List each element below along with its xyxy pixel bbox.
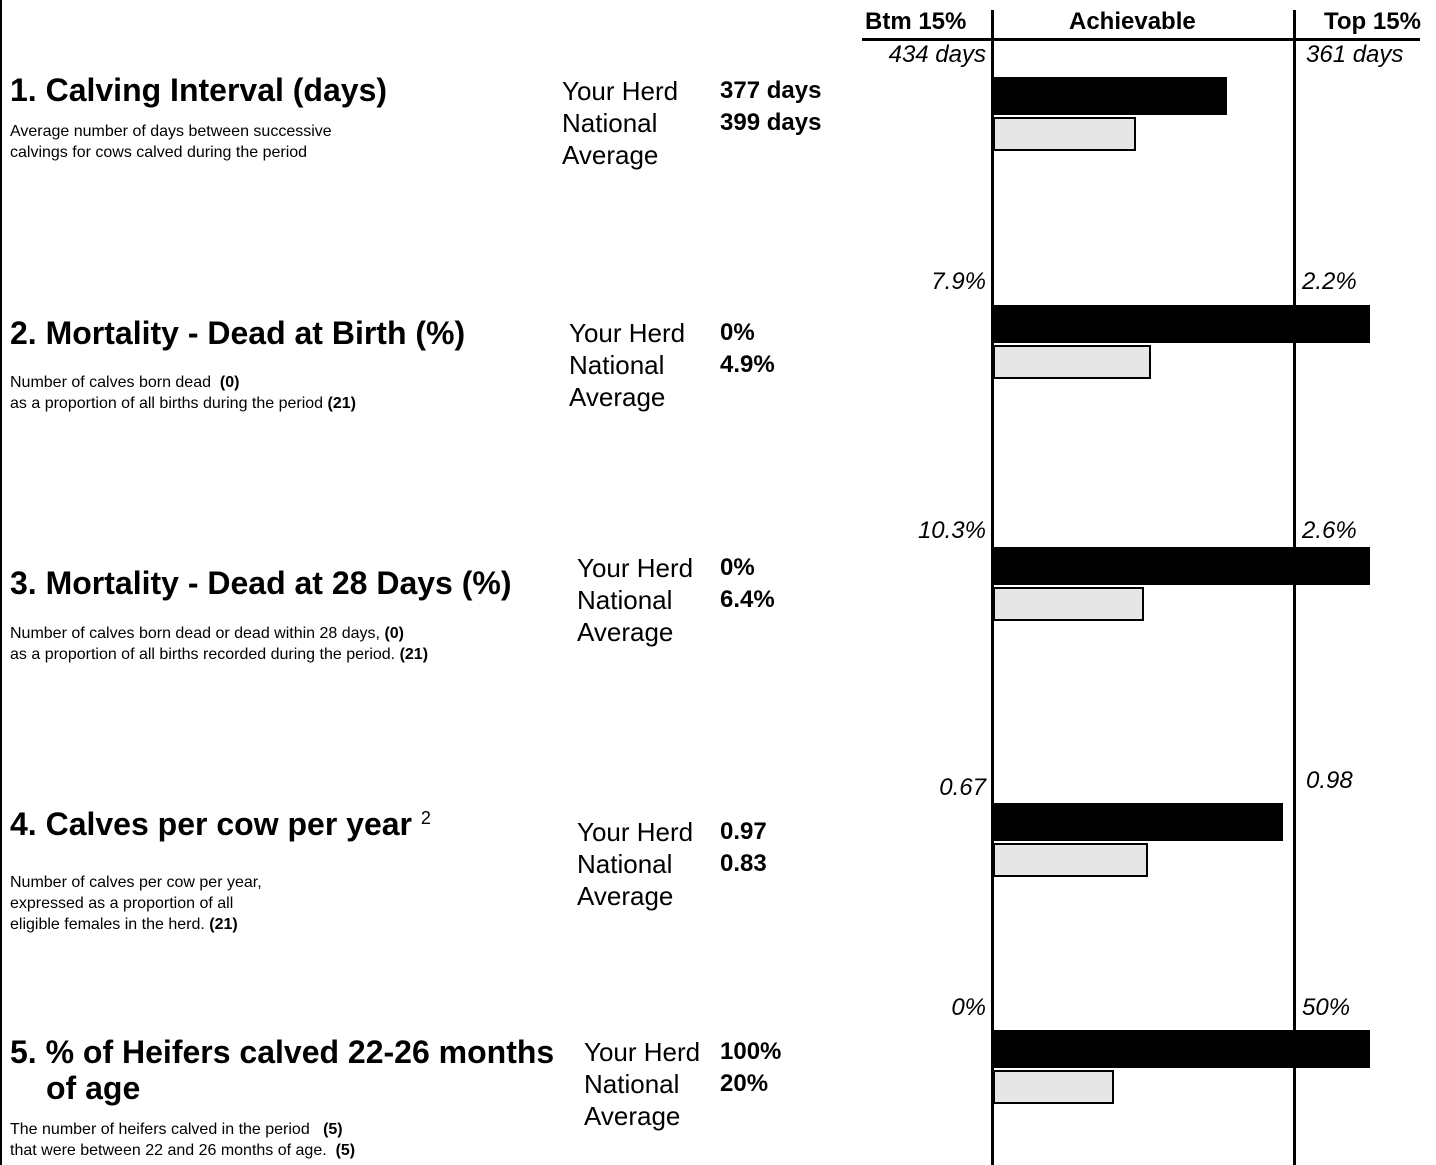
national-label: National — [577, 849, 673, 879]
section-2-btm-benchmark: 7.9% — [931, 268, 986, 295]
section-2-national-bar — [993, 345, 1151, 379]
section-2-herd-bar — [993, 305, 1370, 343]
your-herd-value: 100% — [720, 1038, 782, 1065]
your-herd-label: Your Herd — [584, 1037, 701, 1067]
section-1-title: 1. Calving Interval (days) — [10, 72, 388, 108]
your-herd-label: Your Herd — [577, 817, 694, 847]
section-5-btm-benchmark: 0% — [951, 994, 986, 1021]
average-label: Average — [562, 140, 659, 170]
header-btm-15: Btm 15% — [865, 8, 967, 35]
section-4-values: 0.97 0.83 — [720, 816, 767, 880]
section-3-top-benchmark: 2.6% — [1302, 517, 1357, 544]
your-herd-label: Your Herd — [577, 553, 694, 583]
section-3-title: 3. Mortality - Dead at 28 Days (%) — [10, 565, 512, 601]
national-label: National — [569, 350, 665, 380]
section-4-btm-benchmark: 0.67 — [939, 774, 986, 801]
section-4-labels: Your Herd National Average — [577, 816, 693, 912]
section-3-herd-bar — [993, 547, 1370, 585]
section-2-desc: Number of calves born dead (0) as a prop… — [10, 374, 356, 412]
national-value: 399 days — [720, 109, 822, 136]
section-1-top-benchmark: 361 days — [1306, 41, 1404, 68]
section-4-herd-bar — [993, 803, 1283, 841]
your-herd-label: Your Herd — [562, 76, 679, 106]
section-2-values: 0% 4.9% — [720, 317, 775, 381]
average-label: Average — [584, 1101, 681, 1131]
average-label: Average — [569, 382, 666, 412]
header-achievable: Achievable — [1069, 8, 1196, 35]
section-5-top-benchmark: 50% — [1302, 994, 1351, 1021]
your-herd-value: 377 days — [720, 77, 822, 104]
section-3-values: 0% 6.4% — [720, 552, 775, 616]
header-rule — [862, 38, 1420, 41]
section-4-footnote: 2 — [420, 808, 431, 828]
national-value: 6.4% — [720, 586, 775, 613]
section-4-title: 4. Calves per cow per year 2 — [10, 806, 431, 842]
section-4-desc: Number of calves per cow per year, expre… — [10, 874, 262, 933]
section-5-herd-bar — [993, 1030, 1370, 1068]
btm-15-line — [991, 10, 994, 1165]
national-value: 4.9% — [720, 351, 775, 378]
section-1-btm-benchmark: 434 days — [888, 41, 986, 68]
top-15-line — [1293, 10, 1296, 1165]
section-1-national-bar — [993, 117, 1136, 151]
section-1-herd-bar — [993, 77, 1227, 115]
left-border — [0, 0, 2, 1165]
section-2-top-benchmark: 2.2% — [1302, 268, 1357, 295]
section-3-labels: Your Herd National Average — [577, 552, 693, 648]
header-top-15: Top 15% — [1324, 8, 1421, 35]
your-herd-value: 0% — [720, 319, 755, 346]
national-value: 20% — [720, 1070, 769, 1097]
your-herd-value: 0% — [720, 554, 755, 581]
your-herd-value: 0.97 — [720, 818, 767, 845]
section-3-desc: Number of calves born dead or dead withi… — [10, 625, 429, 663]
section-5-values: 100% 20% — [720, 1036, 781, 1100]
section-1-labels: Your Herd National Average — [562, 75, 678, 171]
national-value: 0.83 — [720, 850, 767, 877]
national-label: National — [584, 1069, 680, 1099]
section-4-national-bar — [993, 843, 1148, 877]
average-label: Average — [577, 617, 674, 647]
section-3-national-bar — [993, 587, 1144, 621]
section-1-desc: Average number of days between successiv… — [10, 123, 332, 161]
section-5-national-bar — [993, 1070, 1114, 1104]
section-4-top-benchmark: 0.98 — [1306, 767, 1353, 794]
section-5-desc: The number of heifers calved in the peri… — [10, 1121, 356, 1159]
section-5-title: 5. % of Heifers calved 22-26 months of a… — [10, 1034, 555, 1106]
section-2-title: 2. Mortality - Dead at Birth (%) — [10, 315, 466, 351]
national-label: National — [577, 585, 673, 615]
your-herd-label: Your Herd — [569, 318, 686, 348]
section-5-labels: Your Herd National Average — [584, 1036, 700, 1132]
section-3-btm-benchmark: 10.3% — [917, 517, 986, 544]
national-label: National — [562, 108, 658, 138]
section-1-values: 377 days 399 days — [720, 75, 821, 139]
average-label: Average — [577, 881, 674, 911]
section-2-labels: Your Herd National Average — [569, 317, 685, 413]
